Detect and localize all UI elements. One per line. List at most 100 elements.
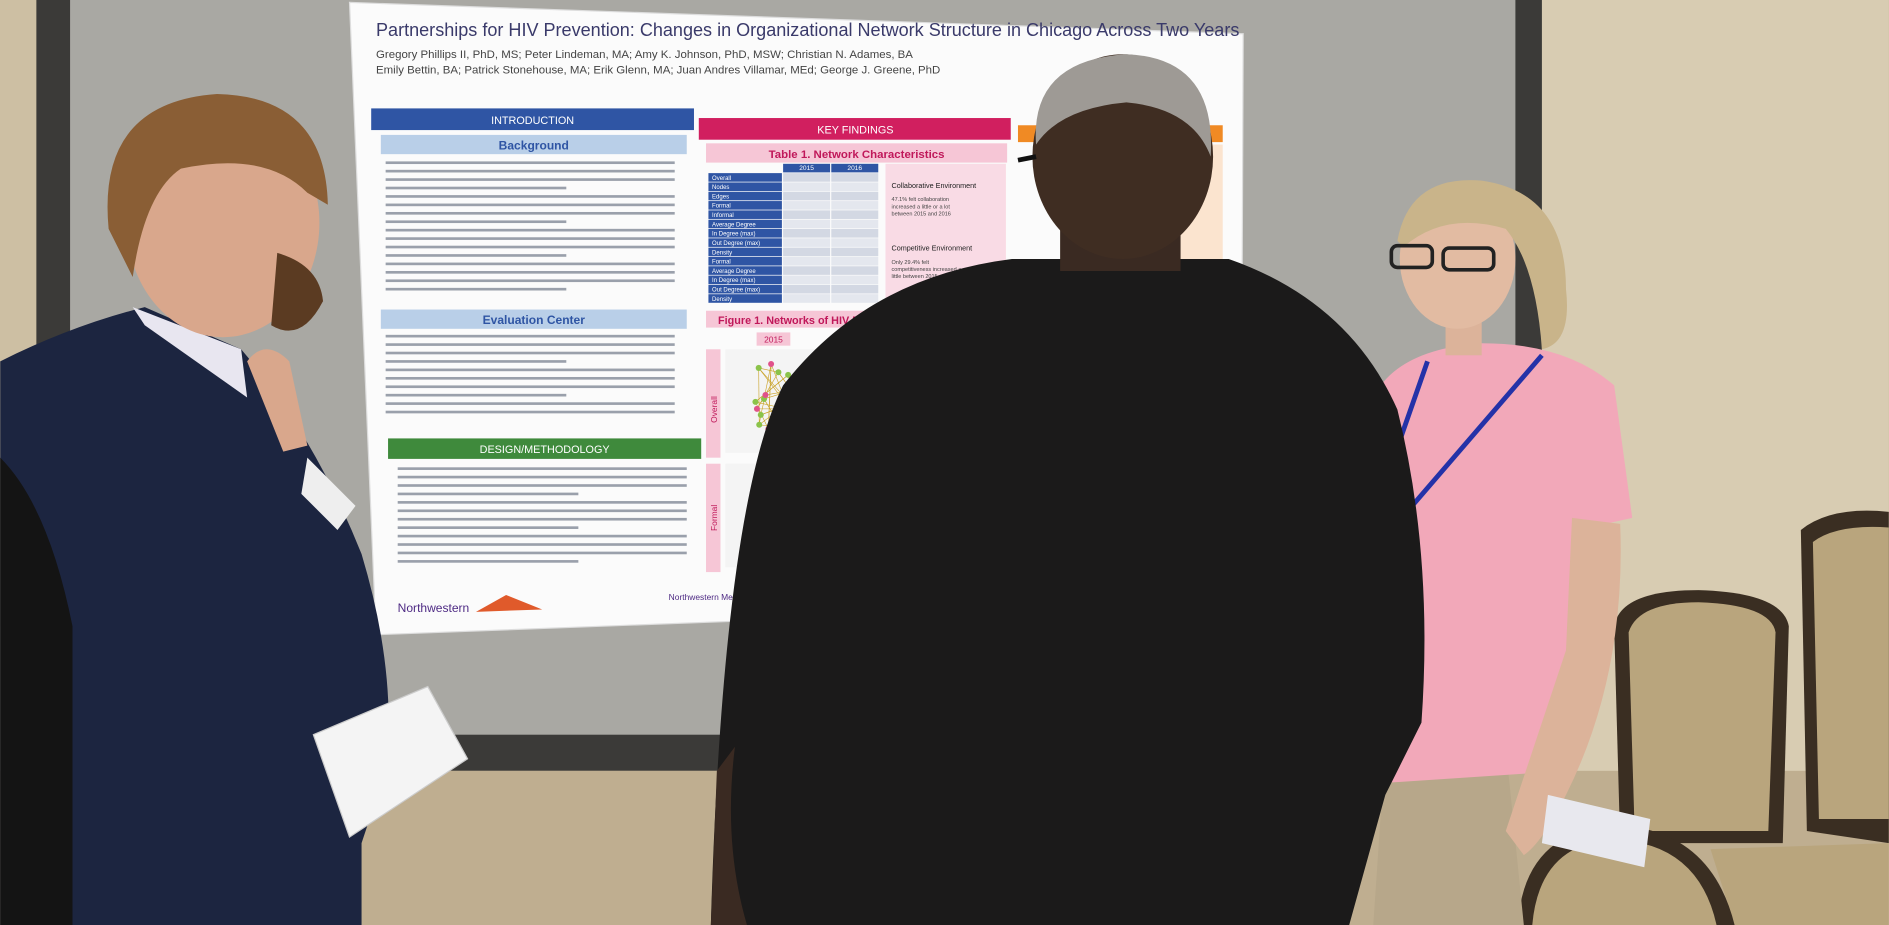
table-cell [783,247,831,257]
hair [1397,180,1567,350]
logo-text: Northwestern [398,601,470,615]
text-line [385,351,675,355]
text-line [385,343,675,346]
subsection-header [380,134,687,155]
table-row-label: Out Degree (max) [712,288,760,294]
edge [758,367,779,373]
table-cell [831,201,879,210]
body-text [385,161,687,563]
table-row-label: Informal [712,213,734,219]
chair-seat [1710,843,1889,925]
table-cell [783,210,831,219]
table-cell [831,219,879,229]
findings: Collaborative Environment 47.1% felt coll… [892,181,977,280]
table-row-label: Density [712,297,732,303]
table-cell [783,266,831,275]
text-line [397,517,687,521]
edge [755,374,789,403]
table-header: 2015 [799,165,814,172]
section-title: INTRODUCTION [491,115,574,127]
foreground-figure [0,457,73,925]
authors-line: Emily Bettin, BA; Patrick Stonehouse, MA… [376,64,940,76]
table-row-label: Average Degree [712,222,756,228]
table-row-cell [708,219,782,229]
table-cell [783,275,831,285]
table-cell [831,229,879,238]
text-line [385,195,675,198]
table-cell [783,191,831,201]
node [768,361,775,368]
text-line [385,245,675,249]
section-header [371,108,694,131]
table-row-label: Formal [712,204,731,210]
table-title: Table 1. Network Characteristics [769,149,945,161]
text-line [397,526,579,529]
year-label: 2015 [764,335,783,345]
table-row-cell [708,210,782,219]
chair-back [1532,839,1717,925]
table-header-cell [831,163,879,173]
edge [768,364,772,430]
table-row-cell [708,256,782,266]
section-title: DESIGN/METHODOLOGY [480,444,610,456]
hand [247,349,308,452]
table-row-cell [708,275,782,285]
finding-text: Only 29.4% felt competitiveness increased… [892,260,963,280]
text-line [397,509,687,513]
table-row-cell [708,238,782,247]
subsection-title: Background [499,138,569,152]
logo-text: Northwestern Medicine [669,592,755,602]
table-cell [831,266,879,275]
paper-edge [301,457,356,530]
table-cell [783,229,831,238]
text-line [397,543,687,546]
table-row-label: In Degree (max) [712,232,755,238]
section-header [388,438,702,459]
table-row-label: In Degree (max) [712,278,755,284]
year-tag [756,332,791,346]
text-line [385,161,675,165]
table-cell [831,173,879,182]
text-line [385,402,675,405]
table-row-label: Overall [712,176,731,182]
table-cell [831,191,879,201]
text-line [385,279,675,283]
text-line [385,169,675,173]
table-cell [831,182,879,192]
text-line [385,228,675,232]
text-line [385,178,675,181]
glasses [1017,154,1037,163]
node [752,398,759,405]
row-tag [706,463,721,573]
text-line [385,270,675,274]
table-row-label: Nodes [712,185,729,191]
table-cell [831,210,879,219]
table-row-label: Edges [712,194,729,200]
table-row-cell [708,266,782,275]
table-header: 2016 [847,165,862,172]
navy-suit [0,307,389,925]
poster-title: Partnerships for HIV Prevention: Changes… [376,20,1239,40]
text-line [385,203,675,207]
table-row-cell [708,247,782,257]
node [762,392,769,399]
table-cell [783,182,831,192]
table-cell [831,247,879,257]
chair-back [1628,602,1776,832]
chair-back [1812,526,1889,820]
table-cell [831,256,879,266]
hair [1035,54,1212,157]
table-row-cell [708,284,782,294]
table-cell [783,201,831,210]
subsection-header [380,309,687,329]
row-label: Formal [709,505,719,531]
text-line [385,334,675,338]
beard [271,252,324,331]
finding-text: 47.1% felt collaboration increased a litt… [892,197,951,217]
table-cell [831,294,879,303]
black-jacket [710,258,1425,925]
authors-line: Gregory Phillips II, PhD, MS; Peter Lind… [376,49,913,61]
table-row-cell [708,173,782,182]
